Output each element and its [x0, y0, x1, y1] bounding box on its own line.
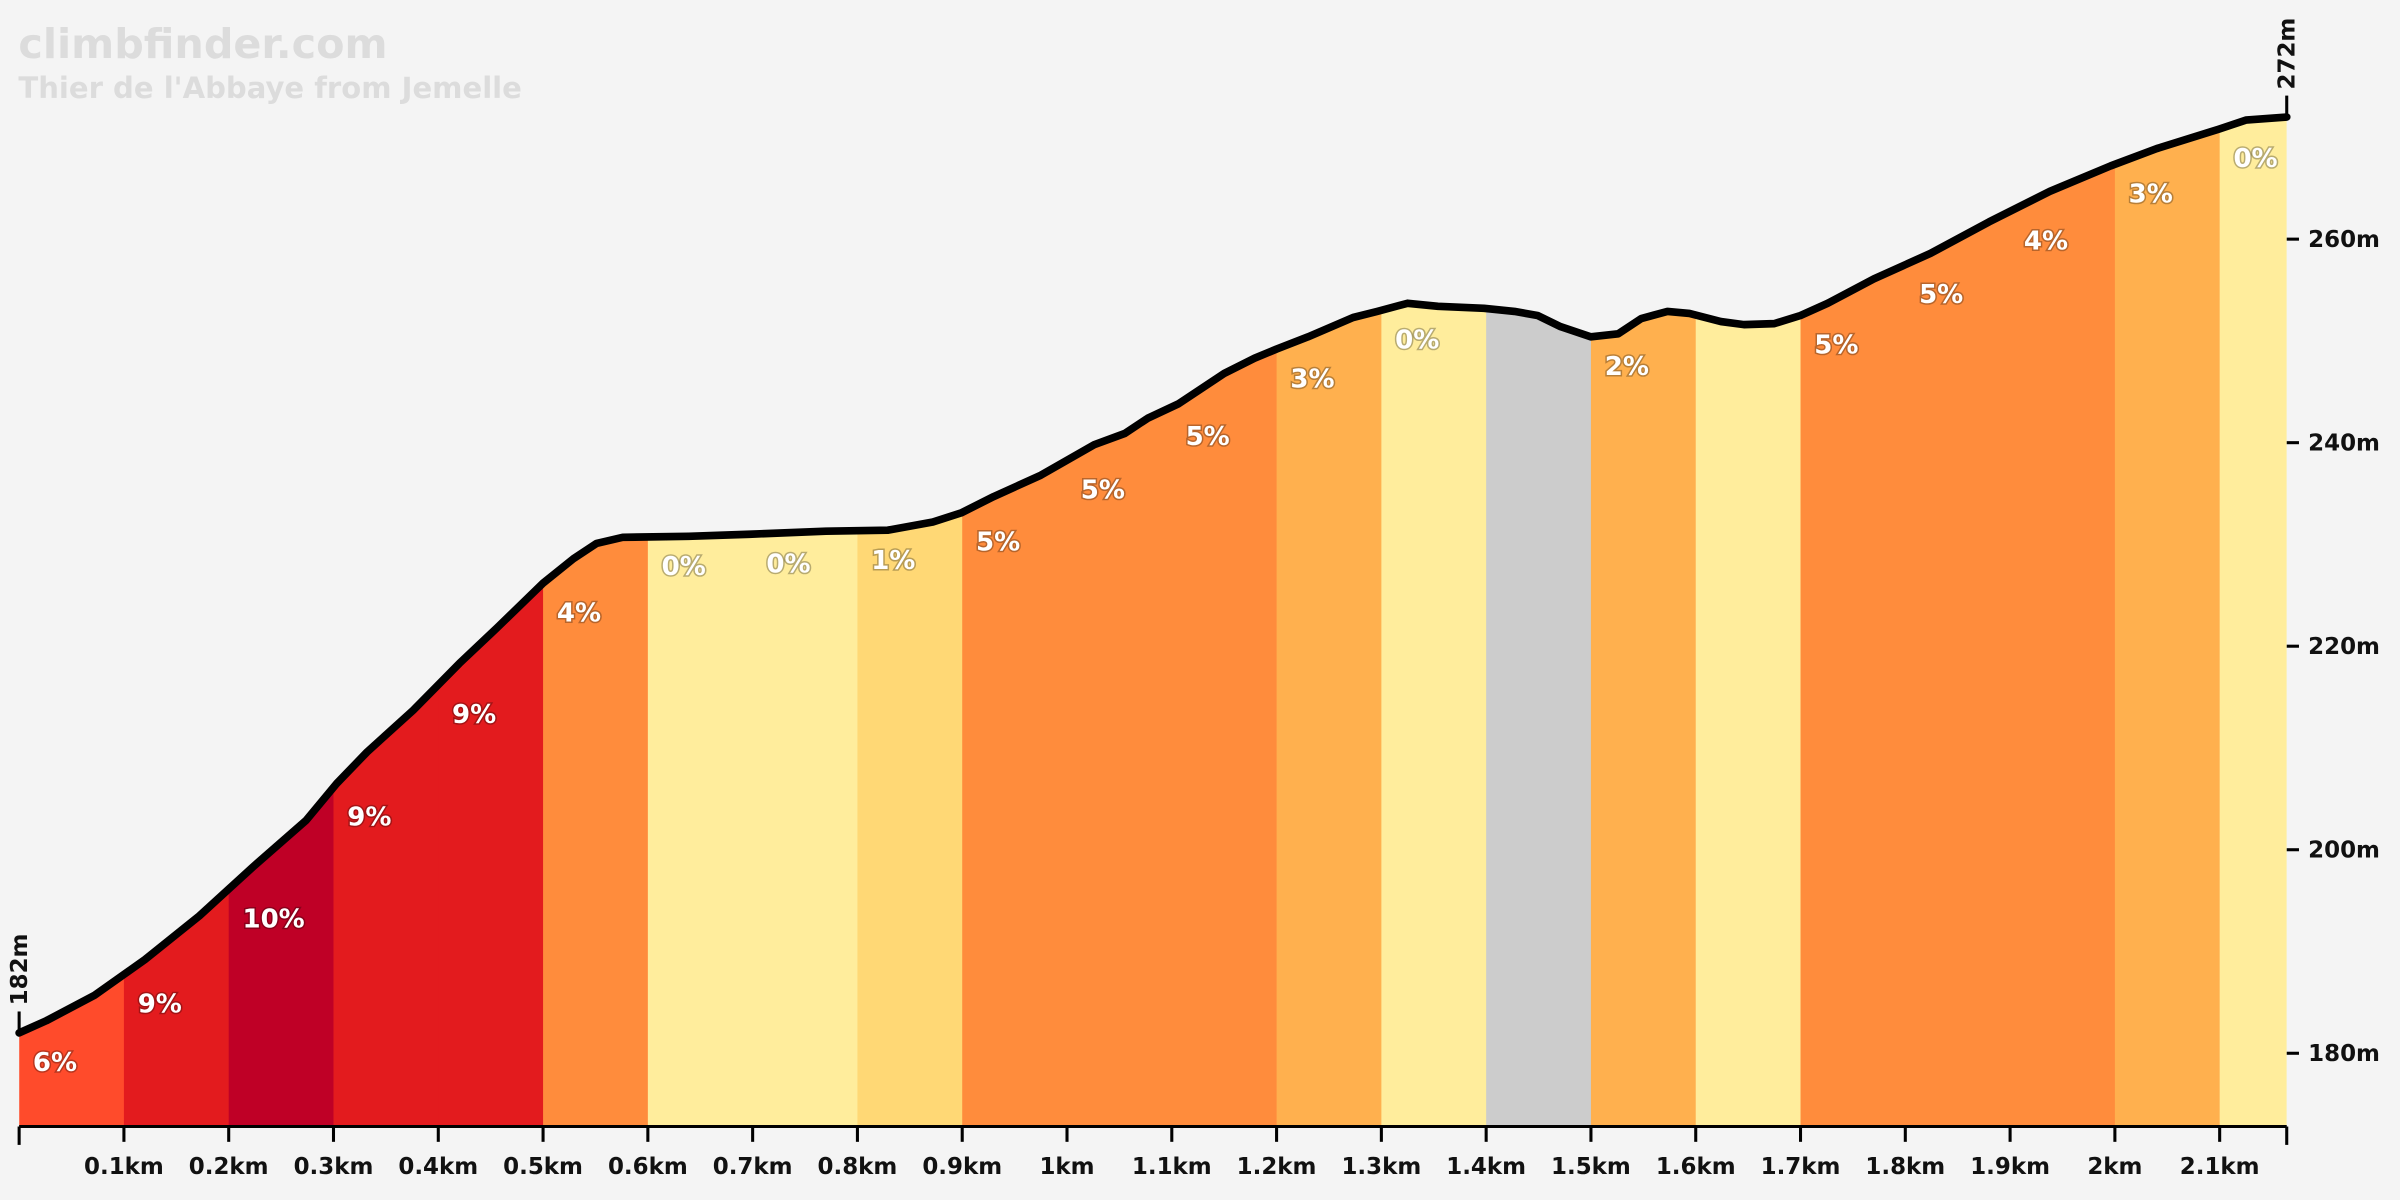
segment-label: 9% — [138, 990, 182, 1020]
segment-label: 0% — [766, 549, 810, 579]
y-tick-label: 260m — [2308, 227, 2380, 253]
y-tick-label: 240m — [2308, 430, 2380, 456]
x-tick-label: 1.8km — [1865, 1154, 1945, 1180]
x-tick-label: 0.6km — [608, 1154, 688, 1180]
gradient-segment — [2010, 117, 2116, 1127]
x-tick-label: 0.7km — [713, 1154, 793, 1180]
y-tick-label: 220m — [2308, 634, 2380, 660]
segment-label: 6% — [33, 1048, 77, 1078]
x-tick-label: 2.1km — [2180, 1154, 2260, 1180]
x-tick-label: 1km — [1039, 1154, 1094, 1180]
x-tick-label: 1.5km — [1551, 1154, 1631, 1180]
segment-label: 0% — [662, 552, 706, 582]
segment-label: 5% — [1081, 476, 1125, 506]
start-label: 182m — [7, 934, 33, 1006]
segment-label: 0% — [1395, 326, 1439, 356]
x-tick-label: 0.5km — [503, 1154, 583, 1180]
x-tick-label: 2km — [2087, 1154, 2142, 1180]
chart-subtitle: Thier de l'Abbaye from Jemelle — [18, 71, 522, 105]
x-tick-label: 0.9km — [922, 1154, 1002, 1180]
chart-title: climbfinder.com — [18, 20, 387, 68]
gradient-segment — [1905, 117, 2011, 1127]
segment-label: 3% — [2129, 180, 2173, 210]
segment-label: 0% — [2233, 144, 2277, 174]
x-tick-label: 1.1km — [1132, 1154, 1212, 1180]
x-tick-label: 1.6km — [1656, 1154, 1736, 1180]
segment-label: 4% — [2024, 227, 2068, 257]
x-tick-label: 1.2km — [1237, 1154, 1317, 1180]
y-tick-label: 180m — [2308, 1041, 2380, 1067]
y-tick-label: 200m — [2308, 837, 2380, 863]
segment-label: 10% — [242, 904, 304, 934]
x-tick-label: 0.8km — [818, 1154, 898, 1180]
x-tick-label: 1.9km — [1970, 1154, 2050, 1180]
x-tick-label: 1.3km — [1341, 1154, 1421, 1180]
segment-label: 5% — [1919, 280, 1963, 310]
segment-label: 5% — [1814, 331, 1858, 361]
x-tick-label: 1.4km — [1446, 1154, 1526, 1180]
gradient-segment — [2219, 117, 2287, 1127]
segment-label: 2% — [1605, 352, 1649, 382]
profile-line — [15, 113, 2291, 1037]
x-tick-label: 0.2km — [189, 1154, 269, 1180]
end-label: 272m — [2274, 18, 2300, 90]
segment-label: 5% — [976, 528, 1020, 558]
segment-label: 9% — [452, 700, 496, 730]
x-tick-label: 0.4km — [398, 1154, 478, 1180]
segment-label: 3% — [1290, 364, 1334, 394]
x-tick-label: 0.3km — [294, 1154, 374, 1180]
gradient-segment — [2114, 117, 2221, 1127]
x-tick-label: 1.7km — [1761, 1154, 1841, 1180]
segment-label: 4% — [557, 598, 601, 628]
segment-label: 5% — [1186, 422, 1230, 452]
segment-label: 1% — [871, 546, 915, 576]
x-tick-label: 0.1km — [84, 1154, 164, 1180]
segment-label: 9% — [347, 803, 391, 833]
